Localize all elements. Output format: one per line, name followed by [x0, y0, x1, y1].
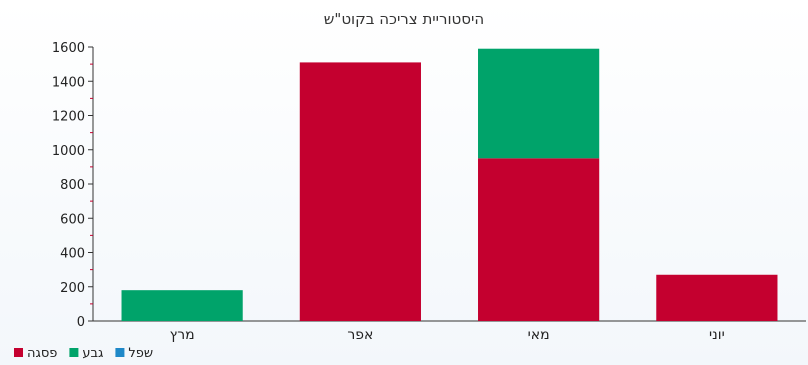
- bars: [121, 48, 778, 321]
- y-tick-label: 400: [60, 247, 85, 262]
- y-tick-label: 1600: [52, 41, 85, 56]
- legend-swatch[interactable]: [14, 348, 23, 357]
- x-tick-label: יוני: [709, 327, 725, 343]
- y-tick-label: 600: [60, 212, 85, 227]
- bar-0-1: [121, 290, 243, 321]
- bar-2-0: [478, 158, 600, 321]
- legend-swatch[interactable]: [69, 348, 79, 357]
- y-tick-label: 200: [60, 281, 85, 296]
- y-tick-label: 0: [77, 315, 85, 330]
- chart-title: היסטוריית צריכה בקוט"ש: [324, 10, 484, 28]
- legend-label[interactable]: גבע: [82, 346, 103, 361]
- axes: 0 200 400 600 800 1000 1200 1400 1600 מרץ אפר מאי יו…: [52, 41, 806, 343]
- y-tick-label: 1200: [52, 110, 85, 125]
- y-tick-label: 1400: [52, 75, 85, 90]
- y-tick-label: 800: [60, 178, 85, 193]
- y-tick-label: 1000: [52, 144, 85, 159]
- bar-2-1: [478, 48, 600, 159]
- legend-label[interactable]: פסגה: [27, 346, 57, 361]
- bar-3-0: [656, 274, 778, 321]
- legend-label[interactable]: שפל: [128, 346, 153, 361]
- x-tick-label: מרץ: [170, 327, 195, 343]
- legend-swatch[interactable]: [115, 348, 125, 357]
- x-tick-label: מאי: [528, 327, 550, 343]
- bar-1-0: [299, 62, 421, 321]
- x-tick-label: אפר: [347, 327, 373, 343]
- legend: פסגה גבע שפל: [14, 346, 153, 361]
